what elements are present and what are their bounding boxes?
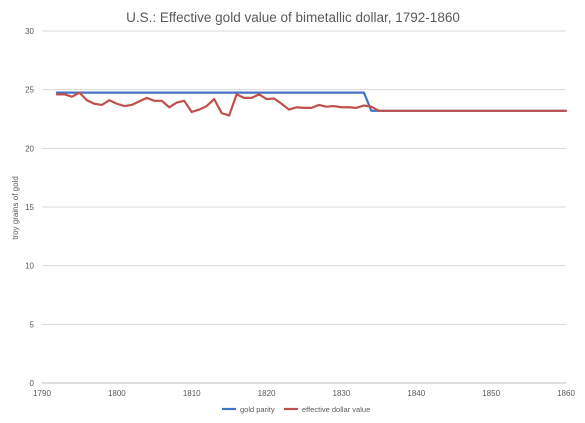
gridlines xyxy=(42,30,566,325)
y-axis-title: troy grains of gold xyxy=(11,176,20,240)
x-tick-label: 1820 xyxy=(258,389,276,398)
legend-label: gold parity xyxy=(240,405,275,414)
series-line-effective-dollar-value xyxy=(55,91,568,117)
series-lines xyxy=(55,91,568,117)
y-tick-label: 20 xyxy=(25,144,34,153)
y-tick-label: 0 xyxy=(30,379,35,388)
x-tick-label: 1830 xyxy=(333,389,351,398)
legend: gold parity effective dollar value xyxy=(222,405,370,414)
y-tick-label: 30 xyxy=(25,27,34,36)
y-tick-label: 5 xyxy=(30,320,35,329)
x-tick-label: 1860 xyxy=(557,389,575,398)
y-tick-label: 15 xyxy=(25,203,34,212)
axes: 0 5 10 15 20 25 30 1790 1800 1810 1820 1830 1840 1850… xyxy=(25,27,575,398)
x-tick-label: 1790 xyxy=(33,389,51,398)
x-tick-label: 1850 xyxy=(482,389,500,398)
legend-label: effective dollar value xyxy=(302,405,370,414)
x-tick-label: 1840 xyxy=(407,389,425,398)
chart-title: U.S.: Effective gold value of bimetallic… xyxy=(126,10,460,25)
x-tick-label: 1810 xyxy=(183,389,201,398)
y-tick-label: 25 xyxy=(25,86,34,95)
x-tick-label: 1800 xyxy=(108,389,126,398)
y-tick-label: 10 xyxy=(25,262,34,271)
